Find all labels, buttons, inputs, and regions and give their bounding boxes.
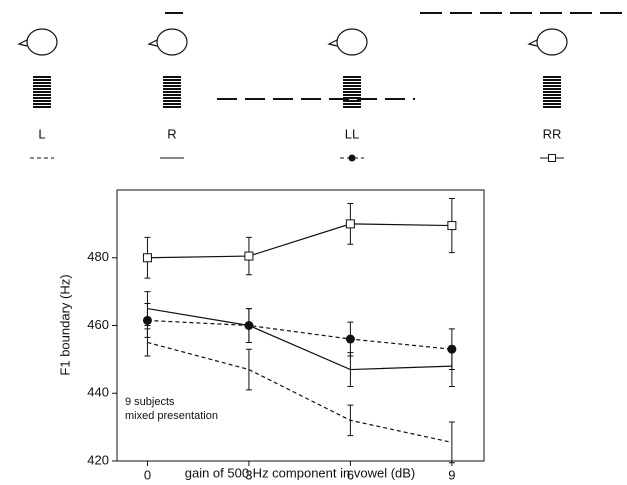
y-tick-label: 420 [87, 452, 109, 467]
marker [244, 251, 254, 261]
error-bar [245, 348, 252, 391]
marker [345, 219, 355, 229]
series-line [147, 223, 452, 259]
marker [244, 321, 254, 330]
legend-marker [348, 154, 356, 162]
spectra [33, 76, 561, 108]
marker [345, 334, 355, 344]
marker [447, 221, 457, 231]
x-tick-label: 6 [347, 467, 354, 482]
legend: L R LL RR [30, 126, 564, 162]
legend-label: L [38, 126, 45, 141]
legend-label: R [167, 126, 176, 141]
marker [142, 315, 152, 325]
y-axis-label: F1 boundary (Hz) [57, 274, 72, 375]
series-line [147, 319, 452, 350]
legend-label: RR [543, 126, 562, 141]
error-bar [347, 404, 354, 437]
marker [447, 344, 457, 354]
heads [17, 28, 568, 56]
stimulus-diagram [17, 12, 627, 108]
x-tick-label: 0 [144, 467, 151, 482]
error-bar [448, 421, 455, 464]
x-tick-label: 3 [245, 467, 252, 482]
legend-label: LL [345, 126, 359, 141]
y-tick-label: 460 [87, 317, 109, 332]
y-tick-label: 440 [87, 385, 109, 400]
y-tick-label: 480 [87, 249, 109, 264]
legend-marker [548, 154, 556, 162]
series-line [147, 341, 452, 443]
annotation: 9 subjects [125, 396, 175, 408]
x-tick-label: 9 [448, 467, 455, 482]
series-line [147, 307, 452, 371]
x-axis-label: gain of 500 Hz component in vowel (dB) [185, 465, 416, 480]
marker [142, 253, 152, 263]
annotation: mixed presentation [125, 410, 218, 422]
